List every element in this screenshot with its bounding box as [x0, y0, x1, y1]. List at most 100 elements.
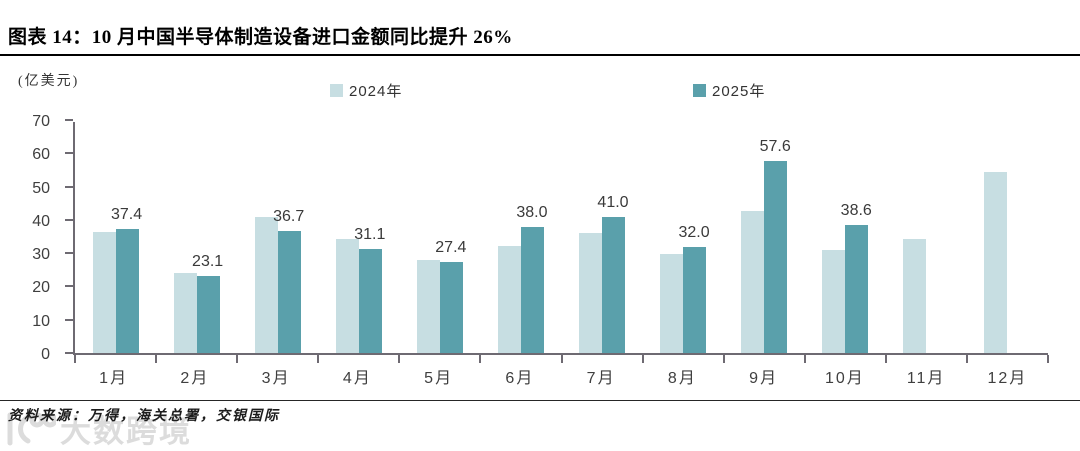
x-tick-mark-4: [398, 355, 401, 363]
month-slot-10月: 38.6: [805, 122, 886, 353]
bar-2024-3月: [254, 216, 278, 353]
legend-swatch-2024: [330, 84, 343, 97]
bar-2024-2月: [173, 273, 197, 353]
value-label-2025-5月: 27.4: [435, 238, 467, 256]
legend-item-2024: 2024年: [330, 80, 402, 101]
bar-2024-7月: [579, 232, 602, 353]
x-label-10月: 10月: [824, 370, 865, 387]
y-tick-label-70: 70: [32, 113, 50, 130]
bar-2025-6月: [520, 226, 544, 353]
watermark: 大数跨境: [4, 406, 192, 451]
value-label-2025-2月: 23.1: [192, 253, 224, 271]
month-slot-1月: 37.4: [75, 122, 156, 353]
x-label-2月: 2月: [180, 370, 210, 387]
x-tick-mark-8: [722, 355, 725, 363]
value-label-2025-1月: 37.4: [110, 205, 143, 223]
month-slot-7月: 41.0: [561, 122, 642, 353]
x-label-3月: 3月: [261, 370, 291, 387]
bar-pair-3月: 36.7: [254, 208, 304, 353]
y-tick-label-40: 40: [32, 212, 50, 230]
month-slot-3月: 36.7: [237, 122, 318, 353]
bar-2024-12月: [984, 171, 1008, 353]
bar-pair-11月: [903, 238, 949, 353]
title-underline: [0, 54, 1080, 56]
bar-pair-1月: 37.4: [92, 206, 142, 353]
bar-2024-4月: [335, 238, 359, 353]
month-slot-4月: 31.1: [318, 122, 399, 353]
y-tick-mark-30: [65, 252, 73, 255]
legend-swatch-2025: [693, 84, 706, 97]
bar-pair-9月: 57.6: [741, 139, 791, 353]
x-tick-mark-12: [1047, 355, 1049, 363]
bar-2024-10月: [822, 250, 846, 353]
x-tick-mark-6: [560, 355, 563, 363]
bar-pair-2月: 23.1: [173, 254, 223, 353]
x-label-8月: 8月: [667, 370, 697, 387]
legend-label-2025: 2025年: [712, 83, 766, 100]
y-tick-label-60: 60: [32, 146, 50, 164]
bar-2025-5月: [439, 261, 463, 353]
y-tick-mark-0: [65, 352, 73, 354]
value-label-2025-7月: 41.0: [597, 193, 629, 211]
bar-pair-8月: 32.0: [660, 224, 710, 353]
bar-pair-12月: [984, 171, 1030, 353]
y-tick-label-10: 10: [32, 312, 50, 330]
chart-title: 图表 14：10 月中国半导体制造设备进口金额同比提升 26%: [8, 27, 513, 48]
value-label-2025-4月: 31.1: [354, 226, 386, 244]
footer-divider: [0, 400, 1080, 401]
y-tick-label-50: 50: [32, 179, 50, 197]
month-slot-9月: 57.6: [724, 122, 805, 353]
x-tick-mark-3: [317, 355, 320, 363]
x-label-7月: 7月: [586, 370, 616, 387]
watermark-logo-icon: [7, 412, 56, 445]
bar-2025-10月: [845, 224, 869, 353]
value-label-2025-10月: 38.6: [840, 201, 872, 219]
bar-2024-6月: [497, 246, 521, 353]
bar-pair-7月: 41.0: [579, 194, 629, 353]
y-axis-labels: 0 10 20 30 40 50 60 70: [0, 113, 64, 363]
y-tick-mark-20: [65, 285, 73, 288]
x-tick-mark-1: [155, 355, 158, 363]
x-label-11月: 11月: [906, 370, 946, 387]
month-slot-5月: 27.4: [399, 122, 480, 353]
bar-2024-9月: [741, 210, 765, 353]
x-tick-mark-11: [965, 355, 968, 363]
legend-label-2024: 2024年: [349, 83, 403, 100]
bar-2024-5月: [416, 260, 440, 353]
x-tick-mark-10: [884, 355, 887, 363]
bars-layer: 37.4 23.1 36.7 31.1 27.4 38.0 41.0 32.0 57.6 38.6: [75, 122, 1048, 353]
bar-2024-11月: [903, 238, 927, 353]
y-tick-mark-70: [65, 119, 73, 121]
value-label-2025-3月: 36.7: [273, 207, 305, 225]
x-label-9月: 9月: [749, 370, 779, 387]
bar-pair-10月: 38.6: [822, 202, 872, 353]
month-slot-11月: [886, 122, 967, 353]
bar-2025-3月: [277, 230, 301, 353]
plot-area: 37.4 23.1 36.7 31.1 27.4 38.0 41.0 32.0 57.6 38.6: [65, 119, 1049, 363]
y-tick-label-20: 20: [32, 279, 50, 297]
bar-2025-9月: [764, 161, 788, 353]
x-label-6月: 6月: [505, 370, 535, 387]
month-slot-8月: 32.0: [643, 122, 724, 353]
legend-item-2025: 2025年: [693, 80, 765, 101]
bar-pair-4月: 31.1: [335, 227, 385, 353]
x-tick-mark-5: [479, 355, 482, 363]
x-label-5月: 5月: [424, 370, 454, 387]
bar-pair-6月: 38.0: [497, 204, 547, 353]
value-label-2025-8月: 32.0: [678, 223, 710, 241]
bar-2025-4月: [358, 249, 382, 353]
y-tick-mark-10: [65, 318, 73, 321]
bar-2024-8月: [660, 253, 684, 353]
x-tick-mark-7: [641, 355, 644, 363]
x-tick-mark-0: [74, 355, 76, 363]
x-tick-mark-9: [803, 355, 806, 363]
month-slot-6月: 38.0: [480, 122, 561, 353]
x-label-1月: 1月: [99, 370, 129, 387]
bar-2024-1月: [92, 231, 116, 353]
value-label-2025-6月: 38.0: [516, 203, 548, 221]
bar-2025-2月: [196, 276, 220, 353]
bar-2025-8月: [683, 246, 707, 353]
value-label-2025-9月: 57.6: [759, 138, 791, 156]
bar-2025-7月: [602, 216, 625, 353]
